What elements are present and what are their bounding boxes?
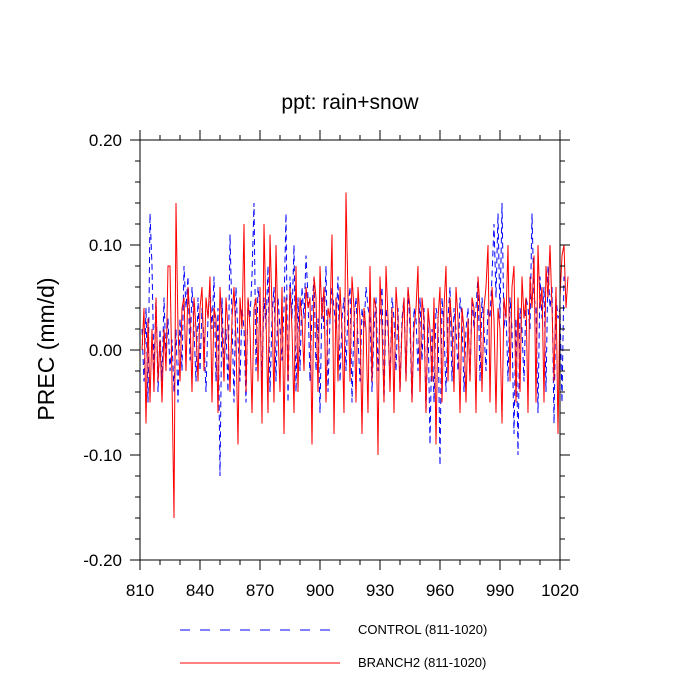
- x-tick-label: 1020: [541, 581, 579, 600]
- x-tick-label: 990: [486, 581, 514, 600]
- y-tick-label: -0.10: [83, 446, 122, 465]
- series-control-line: [141, 202, 565, 477]
- ticks-layer: 810 840 870 900 930 960 990 1020 -0.20 -0.10 0.00 0…: [83, 130, 579, 600]
- legend-control-label: CONTROL (811-1020): [358, 622, 487, 637]
- y-axis-label: PREC (mm/d): [33, 277, 59, 420]
- y-tick-label: 0.20: [89, 131, 122, 150]
- x-tick-label: 930: [366, 581, 394, 600]
- y-tick-label: 0.00: [89, 341, 122, 360]
- y-tick-label: -0.20: [83, 551, 122, 570]
- x-tick-label: 840: [186, 581, 214, 600]
- legend: CONTROL (811-1020) BRANCH2 (811-1020): [180, 622, 487, 670]
- x-tick-label: 870: [246, 581, 274, 600]
- x-tick-label: 810: [126, 581, 154, 600]
- y-tick-label: 0.10: [89, 236, 122, 255]
- x-tick-label: 960: [426, 581, 454, 600]
- legend-branch-label: BRANCH2 (811-1020): [358, 655, 486, 670]
- series-layer: [141, 192, 569, 519]
- x-tick-label: 900: [306, 581, 334, 600]
- chart-title: ppt: rain+snow: [281, 91, 419, 114]
- series-branch2-line: [141, 192, 569, 519]
